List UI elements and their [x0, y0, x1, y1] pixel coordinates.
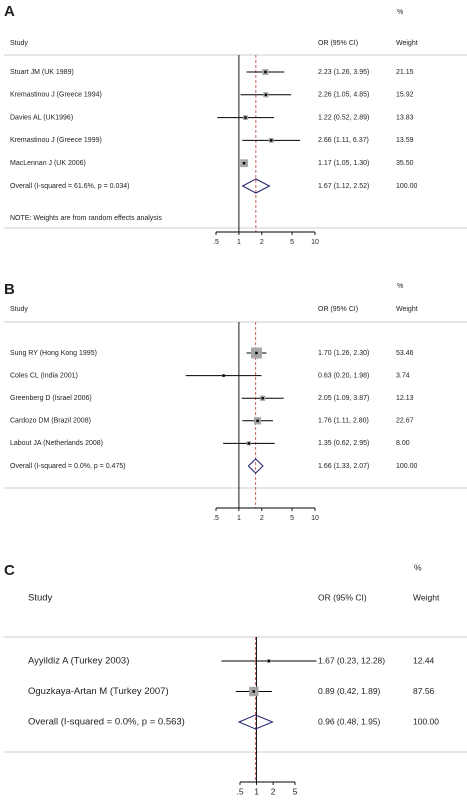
overall-label: Overall (I-squared = 0.0%, p = 0.563): [28, 717, 185, 728]
estimate-label: 1.22 (0.52, 2.89): [318, 114, 369, 121]
weight-label: 3.74: [396, 372, 410, 379]
point-estimate: [252, 690, 255, 693]
study-label: Ayyildiz A (Turkey 2003): [28, 656, 129, 667]
study-label: Cardozo DM (Brazil 2008): [10, 418, 91, 425]
weight-header: Weight: [396, 40, 418, 47]
x-tick-label: 1: [237, 515, 241, 522]
estimate-label: 2.05 (1.09, 3.87): [318, 395, 369, 402]
point-estimate: [270, 139, 273, 142]
estimate-label: 0.63 (0.20, 1.98): [318, 372, 369, 379]
study-header: Study: [10, 40, 28, 47]
x-tick-label: 5: [293, 786, 298, 796]
estimate-label: 0.89 (0.42, 1.89): [318, 686, 381, 696]
study-label: Kremastinou J (Greece 1994): [10, 92, 102, 99]
study-label: Sung RY (Hong Kong 1995): [10, 350, 97, 357]
study-label: Coles CL (India 2001): [10, 372, 78, 379]
overall-estimate: 1.67 (1.12, 2.52): [318, 183, 369, 190]
weight-label: 35.50: [396, 160, 414, 167]
percent-header: %: [397, 283, 403, 290]
x-tick-label: 1: [237, 239, 241, 246]
point-estimate: [261, 397, 264, 400]
weight-label: 15.92: [396, 92, 414, 99]
study-header: Study: [10, 306, 28, 313]
x-tick-label: 2: [260, 239, 264, 246]
overall-label: Overall (I-squared = 0.0%, p = 0.475): [10, 463, 126, 470]
study-label: Kremastinou J (Greece 1999): [10, 137, 102, 144]
percent-header: %: [414, 562, 422, 572]
x-tick-label: 5: [290, 239, 294, 246]
point-estimate: [242, 162, 246, 165]
note: NOTE: Weights are from random effects an…: [10, 215, 162, 222]
study-label: Davies AL (UK1996): [10, 114, 73, 121]
weight-label: 13.59: [396, 137, 414, 144]
study-header: Study: [28, 593, 53, 604]
study-label: Stuart JM (UK 1989): [10, 69, 74, 76]
weight-label: 22.67: [396, 418, 414, 425]
panel-label: A: [4, 3, 15, 20]
study-label: MacLennan J (UK 2006): [10, 160, 86, 167]
x-tick-label: 10: [311, 239, 319, 246]
weight-label: 12.13: [396, 395, 414, 402]
study-label: Greenberg D (Israel 2006): [10, 395, 92, 402]
weight-label: 21.15: [396, 69, 414, 76]
estimate-label: 2.66 (1.11, 6.37): [318, 137, 369, 144]
estimate-label: 1.35 (0.62, 2.95): [318, 440, 369, 447]
x-tick-label: 2: [271, 786, 276, 796]
point-estimate: [267, 659, 271, 663]
point-estimate: [222, 374, 225, 377]
percent-header: %: [397, 9, 403, 16]
panel-label: C: [4, 562, 15, 579]
estimate-label: 1.76 (1.11, 2.80): [318, 418, 369, 425]
estimate-label: 2.26 (1.05, 4.85): [318, 92, 369, 99]
weight-header: Weight: [413, 592, 440, 602]
point-estimate: [264, 70, 267, 74]
study-label: Labout JA (Netherlands 2008): [10, 440, 103, 447]
point-estimate: [256, 419, 259, 422]
overall-estimate: 0.96 (0.48, 1.95): [318, 716, 381, 726]
x-tick-label: .5: [213, 239, 219, 246]
x-tick-label: 2: [260, 515, 264, 522]
x-tick-label: .5: [236, 786, 243, 796]
weight-label: 12.44: [413, 655, 435, 665]
panel-label: B: [4, 281, 15, 298]
estimate-label: 1.70 (1.26, 2.30): [318, 350, 369, 357]
weight-label: 13.83: [396, 114, 414, 121]
weight-label: 8.00: [396, 440, 410, 447]
overall-estimate: 1.66 (1.33, 2.07): [318, 463, 369, 470]
weight-header: Weight: [396, 306, 418, 313]
overall-label: Overall (I-squared = 61.6%, p = 0.034): [10, 183, 129, 190]
x-tick-label: 10: [311, 515, 319, 522]
study-label: Oguzkaya-Artan M (Turkey 2007): [28, 686, 169, 697]
point-estimate: [255, 351, 258, 355]
weight-label: 87.56: [413, 686, 435, 696]
overall-diamond: [241, 178, 271, 194]
point-estimate: [244, 116, 247, 119]
estimate-label: 1.67 (0.23, 12.28): [318, 655, 385, 665]
overall-weight: 100.00: [396, 183, 418, 190]
overall-diamond: [237, 714, 274, 730]
estimate-label: 1.17 (1.05, 1.30): [318, 160, 369, 167]
x-tick-label: .5: [213, 515, 219, 522]
weight-label: 53.46: [396, 350, 414, 357]
point-estimate: [247, 442, 251, 445]
x-tick-label: 5: [290, 515, 294, 522]
overall-weight: 100.00: [396, 463, 418, 470]
estimate-header: OR (95% CI): [318, 306, 358, 313]
estimate-label: 2.23 (1.26, 3.95): [318, 69, 369, 76]
estimate-header: OR (95% CI): [318, 40, 358, 47]
x-tick-label: 1: [254, 786, 259, 796]
estimate-header: OR (95% CI): [318, 592, 367, 602]
overall-weight: 100.00: [413, 716, 439, 726]
overall-diamond: [247, 458, 264, 474]
point-estimate: [264, 93, 268, 96]
